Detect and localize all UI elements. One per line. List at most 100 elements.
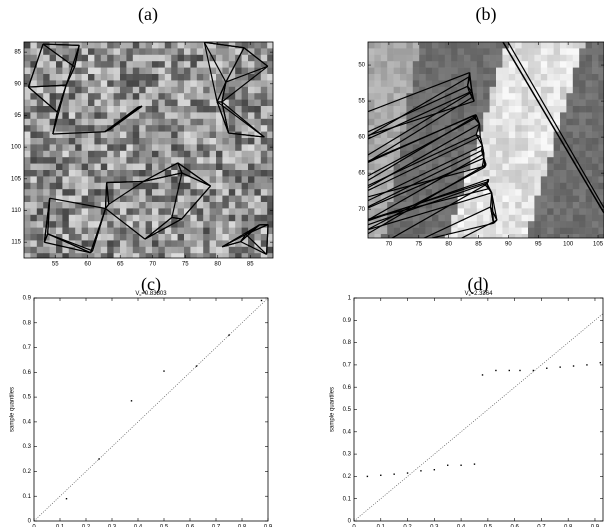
pixel xyxy=(37,196,44,203)
pixel xyxy=(133,164,140,171)
pixel xyxy=(419,42,426,49)
pixel xyxy=(598,138,604,145)
pixel xyxy=(203,164,210,171)
pixel xyxy=(586,151,593,158)
pixel xyxy=(133,55,140,62)
pixel xyxy=(152,189,159,196)
pixel xyxy=(165,42,172,49)
pixel xyxy=(573,87,580,94)
pixel xyxy=(30,208,37,215)
pixel xyxy=(426,42,433,49)
pixel xyxy=(261,112,268,119)
pixel xyxy=(139,138,146,145)
pixel xyxy=(509,189,516,196)
pixel xyxy=(126,93,133,100)
pixel xyxy=(528,157,535,164)
pixel xyxy=(24,74,31,81)
pixel xyxy=(229,176,236,183)
pixel xyxy=(522,208,529,215)
pixel xyxy=(566,61,573,68)
pixel xyxy=(197,164,204,171)
pixel xyxy=(197,183,204,190)
pixel xyxy=(69,234,76,241)
pixel xyxy=(126,164,133,171)
pixel xyxy=(528,42,535,49)
pixel xyxy=(120,208,127,215)
pixel xyxy=(190,196,197,203)
pixel xyxy=(152,138,159,145)
pixel xyxy=(158,87,165,94)
pixel xyxy=(547,176,554,183)
pixel xyxy=(235,228,242,235)
pixel xyxy=(37,157,44,164)
pixel xyxy=(254,164,261,171)
x-tick-label: 70 xyxy=(386,242,393,248)
pixel xyxy=(242,157,249,164)
pixel xyxy=(88,106,95,113)
pixel xyxy=(400,61,407,68)
pixel xyxy=(210,208,217,215)
pixel xyxy=(75,157,82,164)
pixel xyxy=(490,100,497,107)
pixel xyxy=(534,144,541,151)
pixel xyxy=(451,48,458,55)
pixel xyxy=(229,119,236,126)
pixel xyxy=(592,112,599,119)
pixel xyxy=(24,119,31,126)
pixel xyxy=(458,68,465,75)
pixel xyxy=(235,157,242,164)
pixel xyxy=(573,106,580,113)
pixel xyxy=(254,100,261,107)
pixel xyxy=(547,144,554,151)
pixel xyxy=(229,228,236,235)
pixel xyxy=(490,61,497,68)
pixel xyxy=(235,196,242,203)
pixel xyxy=(178,87,185,94)
pixel xyxy=(248,87,255,94)
pixel xyxy=(107,42,114,49)
pixel xyxy=(592,144,599,151)
pixel xyxy=(541,68,548,75)
pixel xyxy=(522,93,529,100)
pixel xyxy=(126,196,133,203)
pixel xyxy=(62,176,69,183)
pixel xyxy=(88,196,95,203)
pixel xyxy=(24,208,31,215)
pixel xyxy=(573,183,580,190)
pixel xyxy=(107,253,114,260)
pixel xyxy=(242,170,249,177)
pixel xyxy=(426,164,433,171)
pixel xyxy=(222,208,229,215)
pixel xyxy=(158,208,165,215)
pixel xyxy=(43,189,50,196)
pixel xyxy=(133,61,140,68)
pixel xyxy=(496,42,503,49)
pixel xyxy=(139,240,146,247)
pixel xyxy=(509,208,516,215)
pixel xyxy=(75,74,82,81)
pixel xyxy=(560,221,567,228)
pixel xyxy=(598,42,604,49)
pixel xyxy=(229,202,236,209)
pixel xyxy=(586,80,593,87)
pixel xyxy=(88,48,95,55)
pixel xyxy=(82,228,89,235)
pixel xyxy=(222,48,229,55)
pixel xyxy=(541,221,548,228)
pixel xyxy=(592,157,599,164)
pixel xyxy=(592,208,599,215)
pixel xyxy=(171,183,178,190)
pixel xyxy=(254,157,261,164)
pixel xyxy=(374,138,381,145)
pixel xyxy=(554,48,561,55)
pixel xyxy=(197,144,204,151)
pixel xyxy=(374,61,381,68)
pixel xyxy=(69,87,76,94)
pixel xyxy=(254,208,261,215)
pixel xyxy=(579,228,586,235)
pixel xyxy=(554,74,561,81)
pixel xyxy=(400,125,407,132)
pixel xyxy=(381,228,388,235)
pixel xyxy=(24,42,31,49)
pixel xyxy=(496,234,503,241)
